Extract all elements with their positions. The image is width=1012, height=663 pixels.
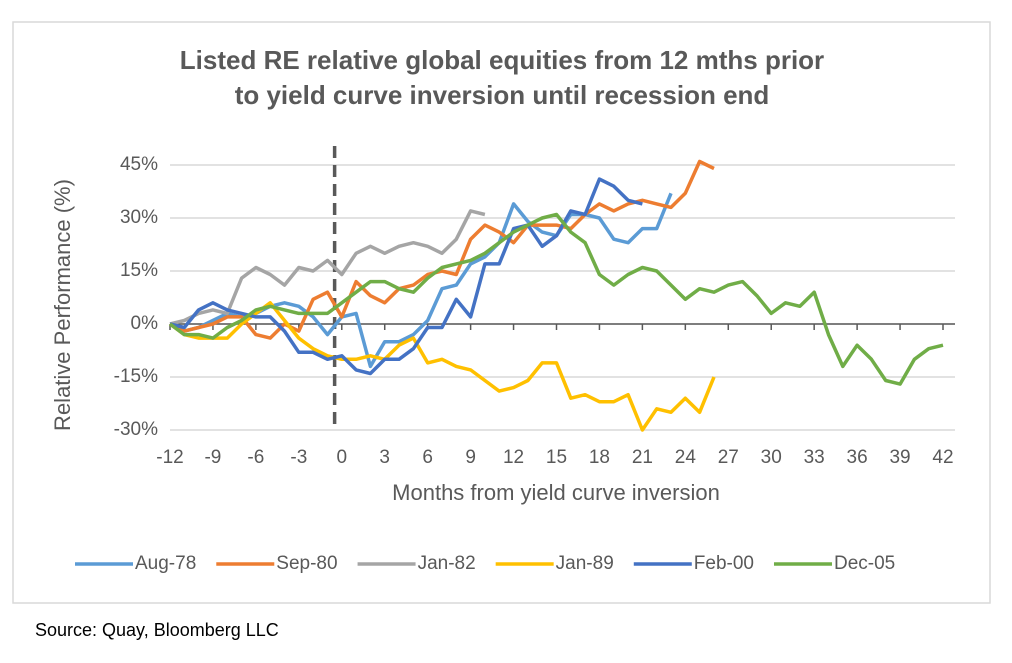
legend-label: Feb-00 xyxy=(694,553,754,574)
x-tick-label: 30 xyxy=(761,447,782,468)
x-axis-label: Months from yield curve inversion xyxy=(392,480,720,505)
series-line xyxy=(169,159,715,340)
x-tick-label: 36 xyxy=(847,447,868,468)
y-axis-label: Relative Performance (%) xyxy=(50,179,75,431)
x-tick-label: 9 xyxy=(465,447,476,468)
x-tick-label: 24 xyxy=(675,447,697,468)
legend-label: Sep-80 xyxy=(276,553,337,574)
x-tick-label: 18 xyxy=(589,447,610,468)
x-tick-label: 15 xyxy=(546,447,567,468)
x-tick-label: 3 xyxy=(379,447,390,468)
y-tick-label: 45% xyxy=(120,154,158,175)
y-tick-label: -30% xyxy=(114,419,158,440)
chart-title: Listed RE relative global equities from … xyxy=(180,45,824,75)
legend-label: Jan-82 xyxy=(418,553,476,574)
y-tick-label: -15% xyxy=(114,366,158,387)
x-tick-label: 33 xyxy=(804,447,825,468)
chart-title: to yield curve inversion until recession… xyxy=(235,80,770,110)
y-tick-label: 15% xyxy=(120,260,158,281)
x-tick-label: 0 xyxy=(336,447,347,468)
x-tick-label: -3 xyxy=(290,447,307,468)
x-tick-label: 39 xyxy=(889,447,910,468)
x-tick-label: -12 xyxy=(156,447,183,468)
source-note: Source: Quay, Bloomberg LLC xyxy=(35,620,279,640)
chart-border xyxy=(12,21,991,604)
y-tick-label: 30% xyxy=(120,207,158,228)
legend-label: Jan-89 xyxy=(556,553,614,574)
legend-label: Dec-05 xyxy=(834,553,895,574)
y-tick-label: 0% xyxy=(131,313,159,334)
legend-label: Aug-78 xyxy=(135,553,196,574)
x-tick-label: 21 xyxy=(632,447,653,468)
x-tick-label: 6 xyxy=(422,447,433,468)
x-tick-label: -6 xyxy=(247,447,264,468)
x-tick-label: 12 xyxy=(503,447,524,468)
x-tick-label: -9 xyxy=(204,447,221,468)
series-line xyxy=(169,209,486,326)
x-tick-label: 27 xyxy=(718,447,739,468)
x-tick-label: 42 xyxy=(932,447,953,468)
series-line xyxy=(168,212,944,386)
